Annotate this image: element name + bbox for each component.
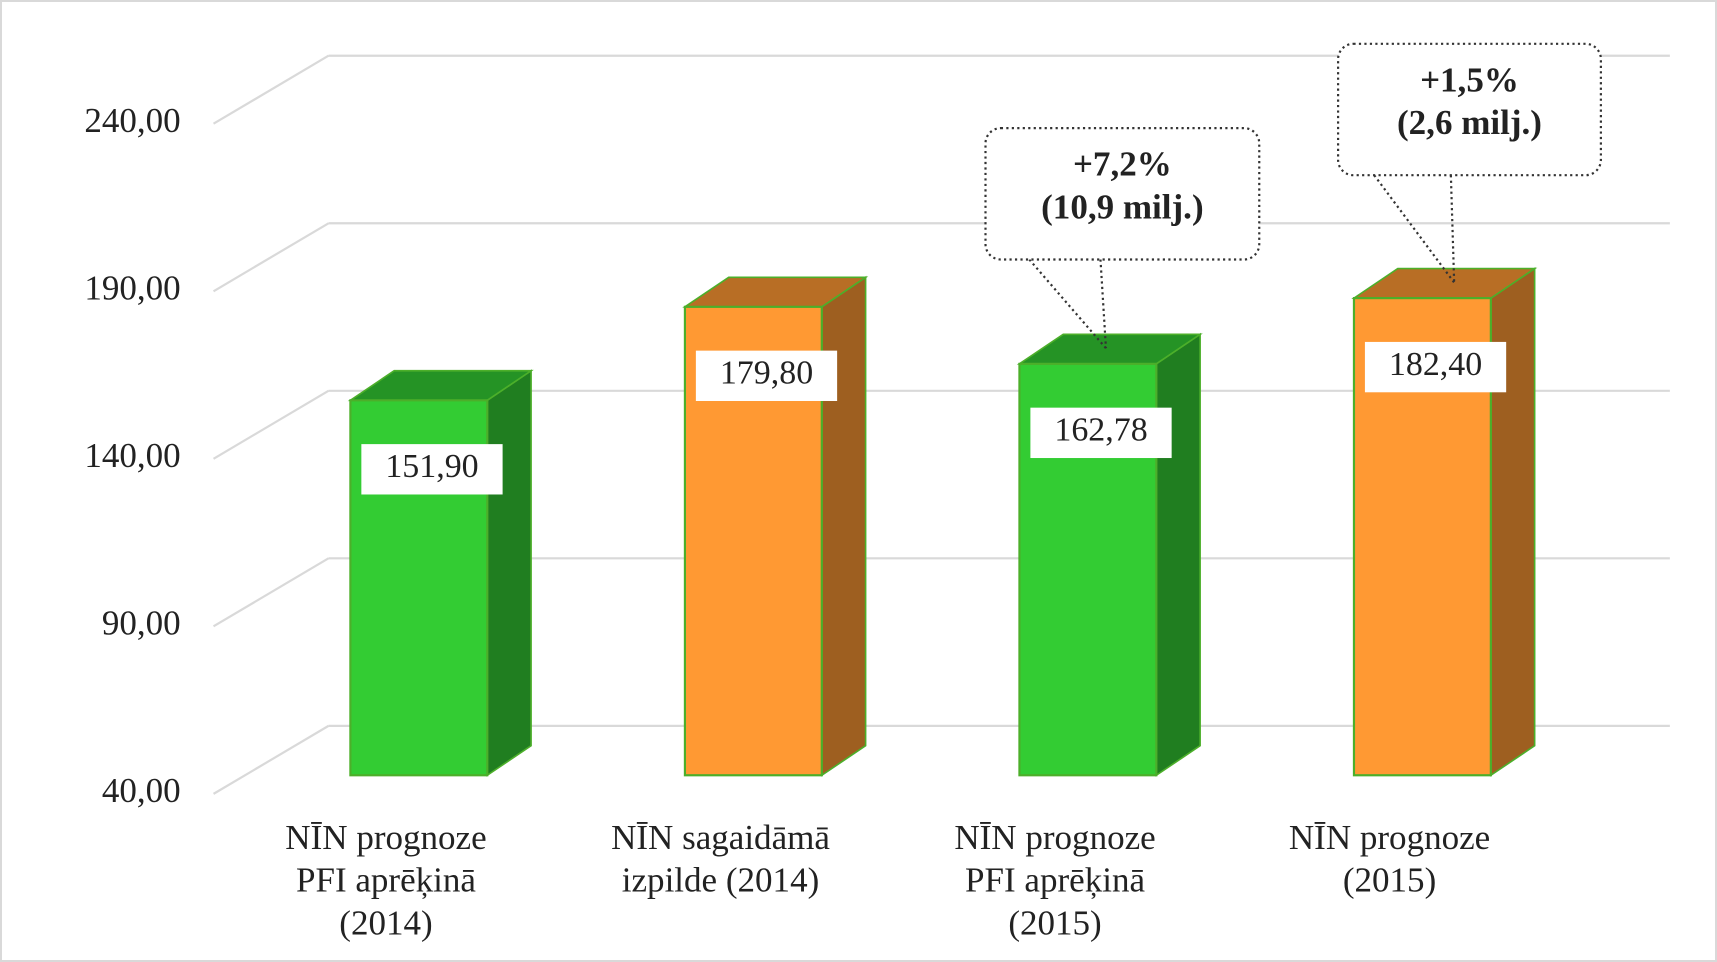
x-tick-label: NĪN sagaidāmā: [611, 818, 830, 857]
value-label-box: [695, 350, 838, 402]
value-label-box: [1030, 407, 1172, 459]
y-tick-label: 140,00: [84, 436, 180, 475]
grid-line-side: [212, 222, 330, 293]
value-label-box: [1364, 341, 1507, 393]
bar: [1016, 332, 1203, 777]
grid-line-side: [212, 389, 330, 460]
value-label-box: [361, 444, 503, 495]
value-label: 151,90: [385, 448, 478, 485]
x-tick-label: izpilde (2014): [622, 861, 819, 900]
callout-box: [984, 127, 1261, 261]
callout-pointer: [1373, 174, 1456, 284]
x-tick-label: NĪN prognoze: [1289, 818, 1490, 857]
bar-side: [486, 369, 532, 777]
bar: [347, 369, 534, 777]
callout-text: (2,6 milj.): [1397, 103, 1542, 142]
callout-pointer: [1449, 175, 1456, 283]
callout-text: +7,2%: [1073, 145, 1172, 184]
value-label: 179,80: [720, 355, 813, 392]
y-tick-label: 40,00: [102, 771, 181, 810]
y-tick-label: 90,00: [102, 603, 181, 642]
callout: +7,2%(10,9 milj.): [984, 127, 1261, 349]
grid-line-side: [212, 557, 330, 628]
grid-line-side: [212, 54, 330, 125]
x-tick-label: (2014): [339, 903, 432, 942]
callout: +1,5% (2,6 milj.): [1336, 42, 1602, 284]
grid-line-side: [212, 724, 330, 795]
bar-side: [1155, 332, 1201, 777]
callout-text: +1,5%: [1420, 60, 1519, 99]
y-tick-label: 240,00: [84, 101, 180, 140]
x-tick-label: PFI aprēķinā: [296, 861, 476, 900]
y-tick-label: 190,00: [84, 268, 180, 307]
callout-text: (10,9 milj.): [1041, 187, 1203, 226]
x-tick-label: NĪN prognoze: [954, 818, 1155, 857]
callout-pointer: [1099, 259, 1108, 349]
value-label: 162,78: [1054, 412, 1147, 449]
x-tick-label: PFI aprēķinā: [965, 861, 1145, 900]
value-label: 182,40: [1389, 346, 1482, 383]
x-tick-label: (2015): [1343, 861, 1436, 900]
plot: 40,00 90,00 140,00 190,00 240,00 151,90 NĪN pr…: [84, 42, 1670, 942]
callout-box: [1336, 42, 1602, 177]
x-tick-label: NĪN prognoze: [285, 818, 486, 857]
x-tick-label: (2015): [1008, 903, 1101, 942]
